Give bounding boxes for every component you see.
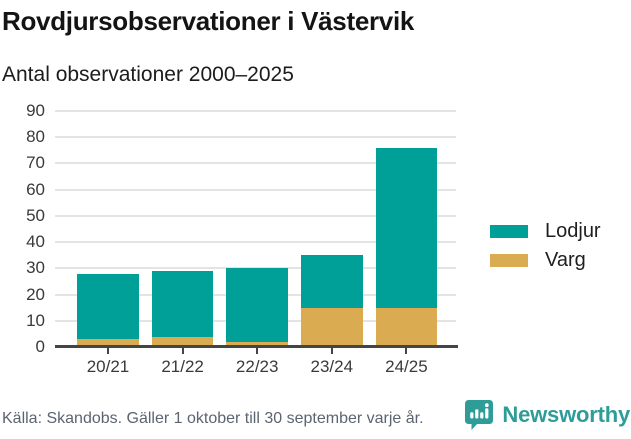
bar-segment-lodjur xyxy=(301,255,363,308)
source-note: Källa: Skandobs. Gäller 1 oktober till 3… xyxy=(2,410,424,427)
chart-legend: Lodjur Varg xyxy=(490,220,601,282)
gridline xyxy=(55,241,456,244)
x-axis-tick-label: 24/25 xyxy=(385,357,428,376)
footer: Källa: Skandobs. Gäller 1 oktober till 3… xyxy=(0,395,631,439)
y-axis-tick-label: 30 xyxy=(26,258,45,278)
gridline xyxy=(55,162,456,165)
y-axis: 0 10 20 30 40 50 60 70 80 90 xyxy=(0,101,45,356)
legend-swatch-lodjur xyxy=(490,224,528,238)
y-axis-tick-label: 70 xyxy=(26,153,45,173)
x-axis-tick-label: 20/21 xyxy=(86,357,130,376)
bar-23-24 xyxy=(301,104,363,347)
legend-label-lodjur: Lodjur xyxy=(545,220,601,242)
legend-label-varg: Varg xyxy=(545,249,586,271)
bar-20-21 xyxy=(77,104,139,347)
chart-subtitle: Antal observationer 2000–2025 xyxy=(2,63,294,86)
plot-area xyxy=(55,104,456,347)
brand-name: Newsworthy xyxy=(502,402,630,427)
page-title: Rovdjursobservationer i Västervik xyxy=(2,6,415,36)
x-axis-tick-label: 23/24 xyxy=(310,357,354,376)
gridline xyxy=(55,136,456,139)
bar-segment-varg xyxy=(375,307,438,347)
gridline xyxy=(55,214,456,217)
y-axis-tick-label: 50 xyxy=(26,205,45,225)
bar-chart: 0 10 20 30 40 50 60 70 80 90 20/21 21/22 22/23 23/24… xyxy=(0,95,631,390)
bar-segment-lodjur xyxy=(375,147,438,308)
y-axis-tick-label: 40 xyxy=(26,232,45,252)
x-axis-tick xyxy=(256,348,259,354)
x-axis-tick xyxy=(181,348,184,354)
bar-segment-varg xyxy=(226,341,288,347)
legend-item-lodjur: Lodjur xyxy=(490,220,601,242)
x-axis-line xyxy=(55,345,458,348)
bar-segment-lodjur xyxy=(226,268,288,342)
x-axis-tick xyxy=(405,348,408,354)
bar-segment-lodjur xyxy=(77,273,139,340)
newsworthy-brand: Newsworthy xyxy=(464,399,630,431)
gridline xyxy=(55,267,456,270)
bar-segment-lodjur xyxy=(151,270,214,337)
bar-21-22 xyxy=(151,104,214,347)
y-axis-tick-label: 80 xyxy=(26,127,45,147)
x-axis-tick-label: 22/23 xyxy=(235,357,279,376)
gridline xyxy=(55,188,456,191)
legend-item-varg: Varg xyxy=(490,249,601,271)
newsworthy-logo-icon xyxy=(465,400,494,430)
bar-segment-varg xyxy=(301,307,363,347)
legend-swatch-varg xyxy=(490,253,528,267)
bar-segment-varg xyxy=(77,339,139,347)
y-axis-tick-label: 0 xyxy=(35,337,45,356)
y-axis-tick-label: 90 xyxy=(26,101,45,120)
y-axis-tick-label: 10 xyxy=(26,310,45,330)
x-axis-tick xyxy=(107,348,109,354)
gridline xyxy=(55,110,456,112)
bar-22-23 xyxy=(226,104,288,347)
y-axis-tick-label: 60 xyxy=(26,179,45,199)
bar-segment-varg xyxy=(151,336,214,347)
x-axis-tick-label: 21/22 xyxy=(161,357,204,376)
x-axis-tick xyxy=(330,348,333,354)
bar-24-25 xyxy=(375,104,438,347)
y-axis-tick-label: 20 xyxy=(26,284,45,304)
